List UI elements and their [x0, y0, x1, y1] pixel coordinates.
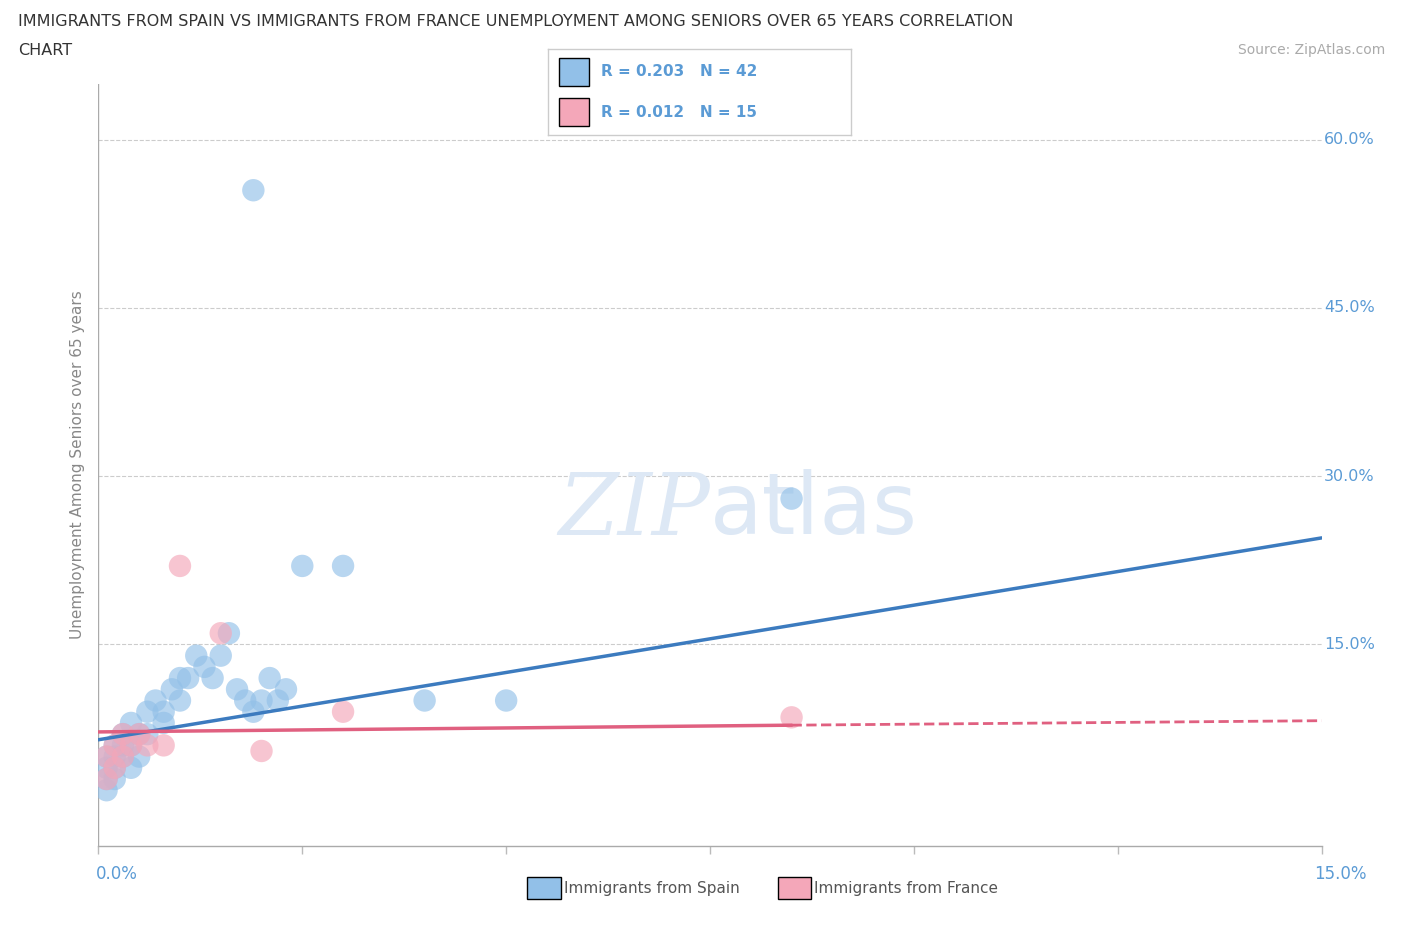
- Point: [413, 693, 436, 708]
- Point: [233, 693, 256, 708]
- Point: [169, 693, 191, 708]
- Point: [152, 715, 174, 730]
- Point: [177, 671, 200, 685]
- Point: [152, 704, 174, 719]
- Point: [226, 682, 249, 697]
- Point: [128, 726, 150, 741]
- Text: Immigrants from Spain: Immigrants from Spain: [564, 881, 740, 896]
- Point: [120, 737, 142, 752]
- Text: 60.0%: 60.0%: [1324, 132, 1375, 147]
- Text: IMMIGRANTS FROM SPAIN VS IMMIGRANTS FROM FRANCE UNEMPLOYMENT AMONG SENIORS OVER : IMMIGRANTS FROM SPAIN VS IMMIGRANTS FROM…: [18, 14, 1014, 29]
- Point: [136, 704, 159, 719]
- Point: [104, 772, 127, 787]
- Point: [96, 761, 118, 776]
- Text: atlas: atlas: [710, 470, 918, 552]
- Point: [120, 715, 142, 730]
- Point: [111, 750, 134, 764]
- Point: [111, 726, 134, 741]
- Point: [136, 726, 159, 741]
- Text: 45.0%: 45.0%: [1324, 300, 1375, 315]
- Y-axis label: Unemployment Among Seniors over 65 years: Unemployment Among Seniors over 65 years: [70, 290, 86, 640]
- Point: [104, 737, 127, 752]
- Point: [186, 648, 208, 663]
- Text: R = 0.012   N = 15: R = 0.012 N = 15: [602, 105, 758, 120]
- Point: [267, 693, 290, 708]
- Point: [209, 626, 232, 641]
- Text: CHART: CHART: [18, 43, 72, 58]
- Point: [96, 772, 118, 787]
- Point: [96, 772, 118, 787]
- FancyBboxPatch shape: [560, 58, 589, 86]
- Point: [495, 693, 517, 708]
- Point: [96, 783, 118, 798]
- Text: 15.0%: 15.0%: [1324, 637, 1375, 652]
- Text: 15.0%: 15.0%: [1315, 865, 1367, 883]
- Text: R = 0.203   N = 42: R = 0.203 N = 42: [602, 64, 758, 79]
- Point: [193, 659, 215, 674]
- Point: [169, 671, 191, 685]
- Point: [104, 761, 127, 776]
- Point: [104, 761, 127, 776]
- Text: Source: ZipAtlas.com: Source: ZipAtlas.com: [1237, 43, 1385, 57]
- Point: [160, 682, 183, 697]
- Point: [111, 726, 134, 741]
- Text: ZIP: ZIP: [558, 470, 710, 552]
- Point: [120, 761, 142, 776]
- Point: [111, 737, 134, 752]
- Point: [209, 648, 232, 663]
- Point: [218, 626, 240, 641]
- Text: Immigrants from France: Immigrants from France: [814, 881, 998, 896]
- Point: [291, 559, 314, 574]
- Point: [169, 559, 191, 574]
- Point: [259, 671, 281, 685]
- Point: [250, 693, 273, 708]
- Point: [201, 671, 224, 685]
- Point: [136, 737, 159, 752]
- FancyBboxPatch shape: [560, 98, 589, 126]
- Point: [152, 737, 174, 752]
- Point: [96, 750, 118, 764]
- Point: [780, 491, 803, 506]
- Point: [111, 750, 134, 764]
- Point: [120, 737, 142, 752]
- Point: [128, 726, 150, 741]
- Text: 0.0%: 0.0%: [96, 865, 138, 883]
- Text: 30.0%: 30.0%: [1324, 469, 1375, 484]
- Point: [780, 710, 803, 724]
- Point: [145, 693, 167, 708]
- Point: [96, 750, 118, 764]
- Point: [242, 183, 264, 198]
- Point: [332, 559, 354, 574]
- Point: [128, 750, 150, 764]
- Point: [250, 744, 273, 759]
- Point: [104, 750, 127, 764]
- Point: [242, 704, 264, 719]
- Point: [274, 682, 297, 697]
- Point: [332, 704, 354, 719]
- Point: [104, 737, 127, 752]
